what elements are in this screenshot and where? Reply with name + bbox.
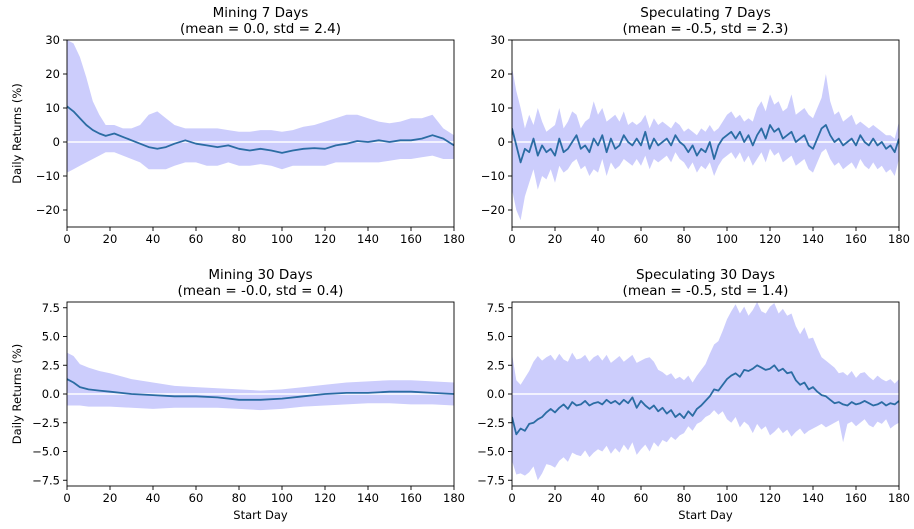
x-tick-label: 80 xyxy=(677,232,692,246)
x-tick-label: 160 xyxy=(400,491,422,505)
y-axis-label: Daily Returns (%) xyxy=(10,83,24,183)
y-tick-label: 0 xyxy=(498,135,505,149)
y-tick-label: −5.0 xyxy=(32,445,60,459)
plot-area xyxy=(512,302,899,481)
x-tick-label: 160 xyxy=(845,491,867,505)
x-tick-label: 0 xyxy=(63,491,70,505)
x-tick-label: 100 xyxy=(271,232,293,246)
y-tick-label: 0 xyxy=(53,135,60,149)
x-tick-label: 100 xyxy=(716,491,738,505)
std-band xyxy=(67,352,454,411)
y-tick-label: −2.5 xyxy=(477,416,505,430)
y-tick-label: 5.0 xyxy=(42,330,60,344)
subplot-4: 0 20 40 60 80 100 120 140 160 180 7.5 5.0 2.5 0.0 −2.5… xyxy=(477,267,910,522)
mean-line xyxy=(512,124,899,164)
x-tick-label: 40 xyxy=(146,232,161,246)
y-tick-label: −2.5 xyxy=(32,416,60,430)
x-tick-label: 120 xyxy=(314,232,336,246)
x-tick-label: 120 xyxy=(759,491,781,505)
x-tick-label: 80 xyxy=(232,232,247,246)
x-tick-label: 40 xyxy=(146,491,161,505)
chart-title: Mining 30 Days xyxy=(208,267,312,283)
y-tick-label: 2.5 xyxy=(42,358,60,372)
axes-frame xyxy=(511,39,900,228)
y-tick-label: 0.0 xyxy=(487,387,505,401)
x-tick-label: 140 xyxy=(357,491,379,505)
y-tick-label: −20 xyxy=(36,203,60,217)
x-tick-label: 0 xyxy=(508,491,515,505)
x-tick-label: 140 xyxy=(802,232,824,246)
y-tick-label: 30 xyxy=(490,33,505,47)
std-band xyxy=(67,40,454,173)
subplot-1: 0 20 40 60 80 100 120 140 160 1803020100−10−20Min… xyxy=(10,5,465,246)
x-tick-label: 20 xyxy=(103,232,118,246)
x-tick-label: 0 xyxy=(508,232,515,246)
y-tick-label: 20 xyxy=(490,67,505,81)
x-axis-label: Start Day xyxy=(233,508,288,522)
std-band xyxy=(512,67,899,221)
x-tick-label: 120 xyxy=(314,491,336,505)
x-tick-label: 60 xyxy=(189,491,204,505)
axes-frame xyxy=(66,39,455,228)
y-tick-label: −7.5 xyxy=(477,473,505,487)
x-tick-label: 80 xyxy=(677,491,692,505)
x-tick-label: 0 xyxy=(63,232,70,246)
x-tick-label: 180 xyxy=(443,232,465,246)
x-tick-label: 140 xyxy=(802,491,824,505)
x-tick-label: 60 xyxy=(634,491,649,505)
y-tick-label: 5.0 xyxy=(487,330,505,344)
x-tick-label: 40 xyxy=(591,232,606,246)
y-tick-label: −5.0 xyxy=(477,445,505,459)
x-tick-label: 60 xyxy=(189,232,204,246)
chart-title: Speculating 30 Days xyxy=(636,267,775,283)
chart-subtitle: (mean = -0.5, std = 1.4) xyxy=(623,283,789,299)
chart-subtitle: (mean = 0.0, std = 2.4) xyxy=(180,21,341,37)
chart-subtitle: (mean = -0.0, std = 0.4) xyxy=(178,283,344,299)
y-tick-label: 7.5 xyxy=(487,301,505,315)
y-axis-label: Daily Returns (%) xyxy=(10,344,24,444)
x-tick-label: 160 xyxy=(845,232,867,246)
x-tick-label: 60 xyxy=(634,232,649,246)
x-tick-label: 20 xyxy=(103,491,118,505)
chart-title: Speculating 7 Days xyxy=(640,5,770,21)
subplot-2: 0 20 40 60 80 100 120 140 160 1803020100−10−20Spe… xyxy=(481,5,910,246)
mean-line xyxy=(67,105,454,154)
x-tick-label: 100 xyxy=(271,491,293,505)
x-tick-label: 20 xyxy=(548,232,563,246)
y-tick-label: −10 xyxy=(36,169,60,183)
mean-line xyxy=(67,378,454,401)
x-axis-label: Start Day xyxy=(678,508,733,522)
chart-title: Mining 7 Days xyxy=(213,5,309,21)
y-tick-label: 20 xyxy=(45,67,60,81)
x-tick-label: 80 xyxy=(232,491,247,505)
y-tick-label: 0.0 xyxy=(42,387,60,401)
y-tick-label: 30 xyxy=(45,33,60,47)
y-tick-label: 10 xyxy=(490,101,505,115)
subplot-3: 0 20 40 60 80 100 120 140 160 180 7.5 5.0 2.5 0.0 −2.5… xyxy=(10,267,465,522)
x-tick-label: 180 xyxy=(888,232,910,246)
y-tick-label: 2.5 xyxy=(487,358,505,372)
plot-area xyxy=(67,40,454,173)
plot-area xyxy=(67,352,454,411)
x-tick-label: 160 xyxy=(400,232,422,246)
y-tick-label: 10 xyxy=(45,101,60,115)
y-tick-label: 7.5 xyxy=(42,301,60,315)
mean-line xyxy=(512,364,899,436)
x-tick-label: 120 xyxy=(759,232,781,246)
x-tick-label: 100 xyxy=(716,232,738,246)
plot-area xyxy=(512,67,899,221)
std-band xyxy=(512,302,899,481)
y-tick-label: −10 xyxy=(481,169,505,183)
y-tick-label: −20 xyxy=(481,203,505,217)
chart-subtitle: (mean = -0.5, std = 2.3) xyxy=(623,21,789,37)
x-tick-label: 40 xyxy=(591,491,606,505)
x-tick-label: 180 xyxy=(888,491,910,505)
x-tick-label: 180 xyxy=(443,491,465,505)
x-tick-label: 20 xyxy=(548,491,563,505)
x-tick-label: 140 xyxy=(357,232,379,246)
y-tick-label: −7.5 xyxy=(32,473,60,487)
